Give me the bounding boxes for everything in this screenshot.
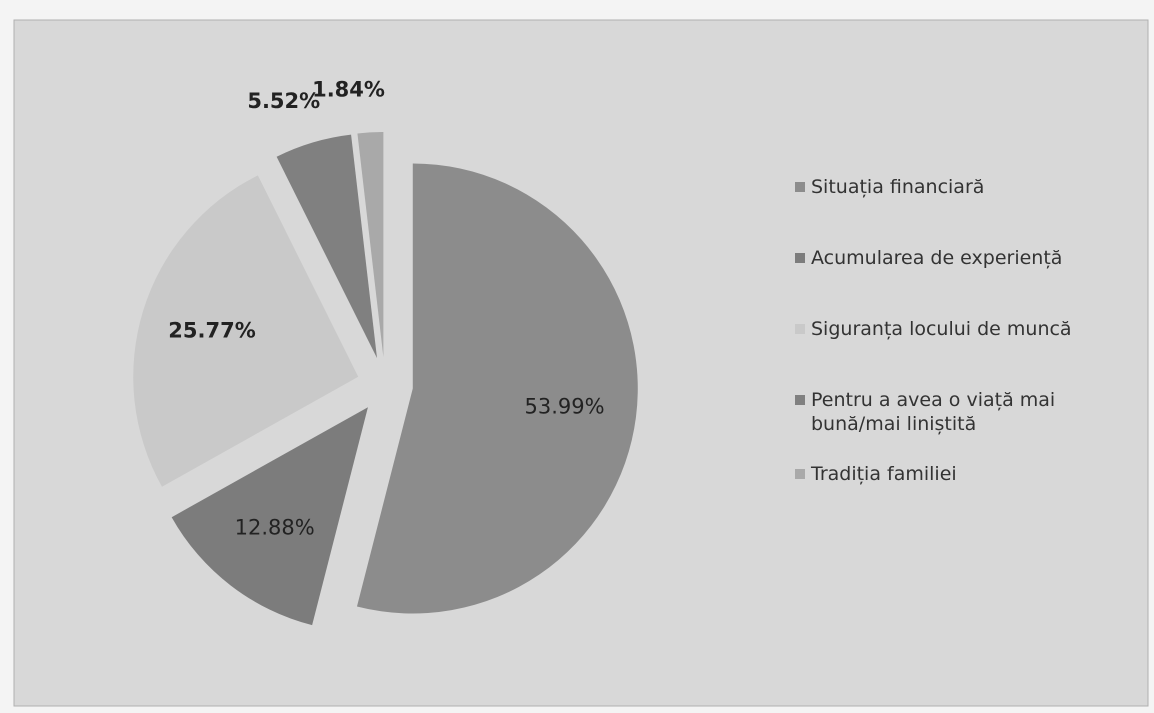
pie-slice bbox=[171, 407, 368, 626]
legend-item: Pentru a avea o viață mai bună/mai liniș… bbox=[795, 388, 1140, 436]
legend-item: Situația financiară bbox=[795, 175, 1140, 199]
data-label: 25.77% bbox=[168, 319, 255, 343]
pie-slice bbox=[133, 175, 359, 487]
data-label: 12.88% bbox=[235, 516, 315, 540]
legend-label: Situația financiară bbox=[811, 176, 985, 198]
legend-label: Tradiția familiei bbox=[811, 463, 957, 485]
legend-label: Acumularea de experiență bbox=[811, 247, 1063, 269]
data-label: 1.84% bbox=[312, 77, 385, 101]
legend-swatch bbox=[795, 182, 805, 192]
legend-label: Pentru a avea o viață mai bună/mai liniș… bbox=[811, 389, 1056, 435]
legend-label: Siguranța locului de muncă bbox=[811, 318, 1072, 340]
data-label: 53.99% bbox=[525, 395, 605, 419]
pie-slice bbox=[276, 134, 378, 359]
legend-swatch bbox=[795, 253, 805, 263]
legend-item: Siguranța locului de muncă bbox=[795, 317, 1140, 341]
legend-item: Acumularea de experiență bbox=[795, 246, 1140, 270]
legend: Situația financiară Acumularea de experie… bbox=[795, 175, 1140, 533]
pie-slice bbox=[356, 163, 638, 614]
legend-swatch bbox=[795, 395, 805, 405]
pie-slice bbox=[357, 132, 384, 358]
legend-item: Tradiția familiei bbox=[795, 462, 1140, 486]
data-label: 5.52% bbox=[247, 89, 320, 113]
legend-swatch bbox=[795, 324, 805, 334]
legend-swatch bbox=[795, 469, 805, 479]
